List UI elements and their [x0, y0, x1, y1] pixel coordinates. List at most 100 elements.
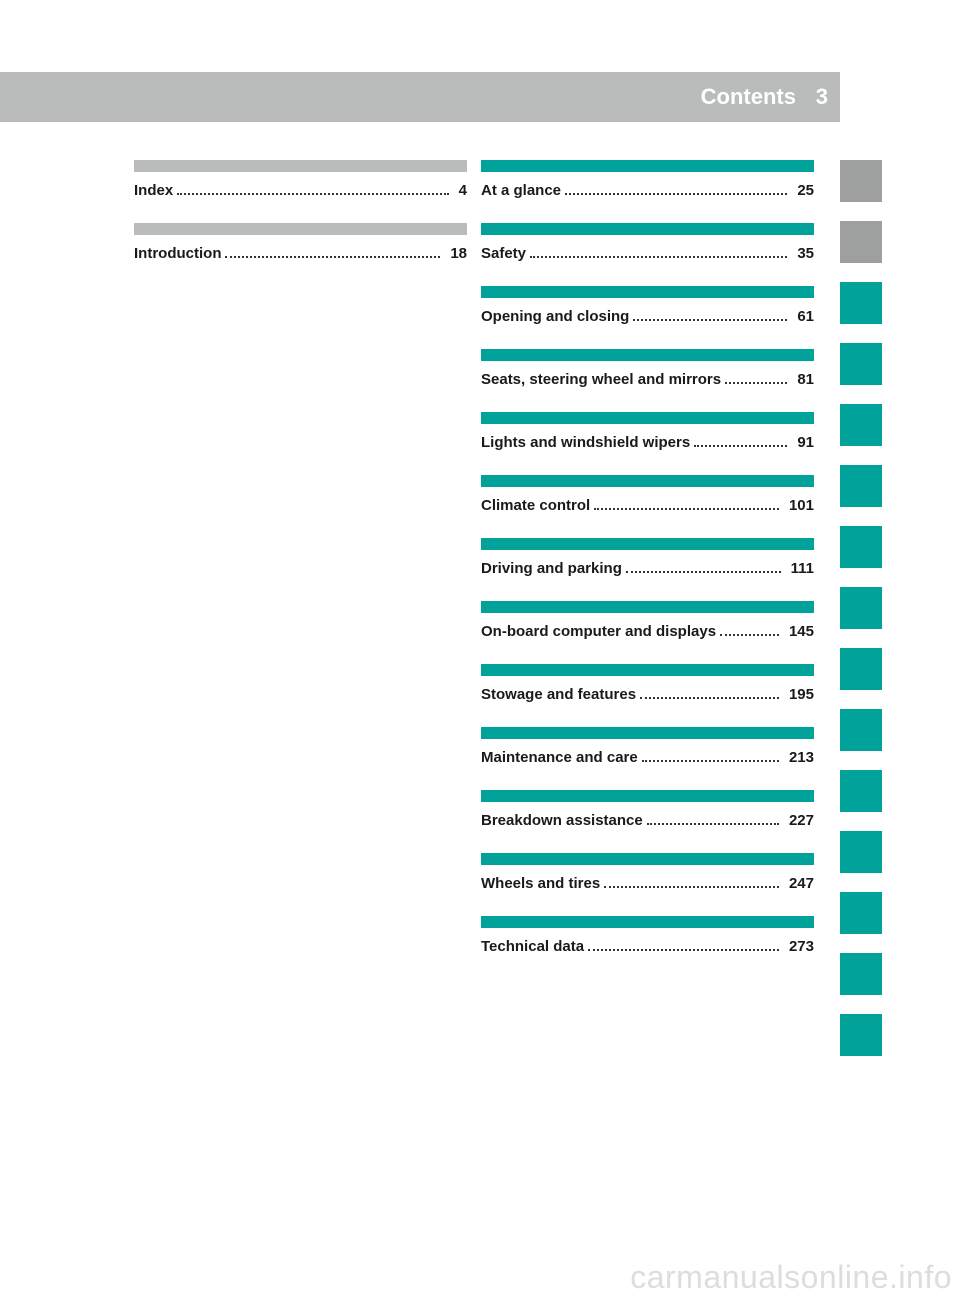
- side-tab[interactable]: [840, 709, 882, 751]
- toc-entry: Technical data 273: [481, 916, 814, 979]
- toc-row: On-board computer and displays145: [481, 613, 814, 664]
- side-tab[interactable]: [840, 343, 882, 385]
- toc-row: Introduction 18: [134, 235, 467, 286]
- side-tab[interactable]: [840, 465, 882, 507]
- toc-title: Breakdown assistance: [481, 812, 643, 829]
- page-number: 3: [816, 84, 828, 110]
- section-bar: [481, 223, 814, 235]
- section-bar: [481, 727, 814, 739]
- toc-title: Driving and parking: [481, 560, 622, 577]
- toc-page: 4: [453, 182, 467, 199]
- toc-entry: Introduction 18: [134, 223, 467, 286]
- toc-page: 18: [444, 245, 467, 262]
- toc-leader-dots: [694, 445, 787, 447]
- toc-page: 91: [791, 434, 814, 451]
- toc-page: 25: [791, 182, 814, 199]
- toc-entry: Breakdown assistance 227: [481, 790, 814, 853]
- toc-row: At a glance 25: [481, 172, 814, 223]
- watermark: carmanualsonline.info: [630, 1259, 952, 1296]
- toc-row: Lights and windshield wipers91: [481, 424, 814, 475]
- toc-leader-dots: [640, 697, 779, 699]
- side-tab[interactable]: [840, 1014, 882, 1056]
- side-tab[interactable]: [840, 221, 882, 263]
- toc-leader-dots: [725, 382, 787, 384]
- section-bar: [134, 223, 467, 235]
- toc-left-column: Index 4 Introduction 18: [134, 160, 467, 979]
- toc-title: Maintenance and care: [481, 749, 638, 766]
- side-tab[interactable]: [840, 160, 882, 202]
- toc-row: Index 4: [134, 172, 467, 223]
- toc-leader-dots: [720, 634, 779, 636]
- toc-title: Technical data: [481, 938, 584, 955]
- toc-entry: Safety 35: [481, 223, 814, 286]
- side-tab[interactable]: [840, 282, 882, 324]
- section-bar: [481, 916, 814, 928]
- toc-title: Seats, steering wheel and mirrors: [481, 371, 721, 388]
- toc-title: Climate control: [481, 497, 590, 514]
- toc-title: Stowage and features: [481, 686, 636, 703]
- toc-page: 247: [783, 875, 814, 892]
- section-bar: [481, 790, 814, 802]
- toc-entry: Lights and windshield wipers91: [481, 412, 814, 475]
- section-bar: [134, 160, 467, 172]
- toc-page: 61: [791, 308, 814, 325]
- toc-row: Driving and parking 111: [481, 550, 814, 601]
- side-tab[interactable]: [840, 648, 882, 690]
- section-bar: [481, 160, 814, 172]
- toc-page: 81: [791, 371, 814, 388]
- toc-row: Seats, steering wheel and mirrors 81: [481, 361, 814, 412]
- toc-leader-dots: [565, 193, 787, 195]
- side-tabs: [840, 160, 882, 1075]
- toc-entry: Driving and parking 111: [481, 538, 814, 601]
- section-bar: [481, 349, 814, 361]
- toc-row: Climate control 101: [481, 487, 814, 538]
- toc-title: At a glance: [481, 182, 561, 199]
- toc-row: Opening and closing61: [481, 298, 814, 349]
- toc-title: Introduction: [134, 245, 221, 262]
- toc-entry: At a glance 25: [481, 160, 814, 223]
- toc-title: Index: [134, 182, 173, 199]
- toc-entry: Climate control 101: [481, 475, 814, 538]
- toc-row: Safety 35: [481, 235, 814, 286]
- section-bar: [481, 412, 814, 424]
- side-tab[interactable]: [840, 892, 882, 934]
- side-tab[interactable]: [840, 526, 882, 568]
- side-tab[interactable]: [840, 587, 882, 629]
- toc-entry: Index 4: [134, 160, 467, 223]
- toc-row: Maintenance and care 213: [481, 739, 814, 790]
- toc-leader-dots: [588, 949, 779, 951]
- toc-title: Wheels and tires: [481, 875, 600, 892]
- page-title: Contents: [701, 84, 796, 110]
- toc-entry: Opening and closing61: [481, 286, 814, 349]
- toc-leader-dots: [594, 508, 779, 510]
- toc-content: Index 4 Introduction 18 At a glance 25 Safety…: [134, 160, 814, 979]
- toc-page: 213: [783, 749, 814, 766]
- toc-entry: Wheels and tires 247: [481, 853, 814, 916]
- toc-leader-dots: [626, 571, 781, 573]
- toc-entry: Seats, steering wheel and mirrors 81: [481, 349, 814, 412]
- toc-page: 35: [791, 245, 814, 262]
- toc-leader-dots: [647, 823, 779, 825]
- section-bar: [481, 475, 814, 487]
- toc-leader-dots: [530, 256, 787, 258]
- toc-leader-dots: [642, 760, 779, 762]
- toc-page: 101: [783, 497, 814, 514]
- section-bar: [481, 664, 814, 676]
- toc-leader-dots: [633, 319, 787, 321]
- toc-page: 111: [785, 560, 814, 577]
- toc-page: 273: [783, 938, 814, 955]
- toc-entry: Stowage and features 195: [481, 664, 814, 727]
- toc-page: 227: [783, 812, 814, 829]
- section-bar: [481, 286, 814, 298]
- toc-title: Safety: [481, 245, 526, 262]
- toc-title: On-board computer and displays: [481, 623, 716, 640]
- toc-row: Breakdown assistance 227: [481, 802, 814, 853]
- toc-entry: On-board computer and displays145: [481, 601, 814, 664]
- side-tab[interactable]: [840, 404, 882, 446]
- side-tab[interactable]: [840, 953, 882, 995]
- side-tab[interactable]: [840, 770, 882, 812]
- toc-leader-dots: [604, 886, 779, 888]
- toc-row: Technical data 273: [481, 928, 814, 979]
- toc-page: 195: [783, 686, 814, 703]
- side-tab[interactable]: [840, 831, 882, 873]
